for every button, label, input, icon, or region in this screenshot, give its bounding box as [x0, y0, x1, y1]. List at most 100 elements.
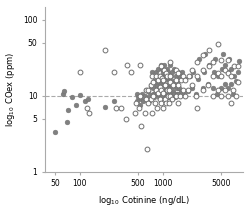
w/ COPD — [171, 80, 175, 83]
w/o COPD — [226, 71, 230, 75]
w/o COPD — [161, 79, 165, 82]
w/ COPD — [62, 89, 66, 93]
w/o COPD — [168, 60, 172, 64]
w/ COPD — [177, 87, 181, 90]
w/o COPD — [166, 94, 170, 97]
w/o COPD — [138, 63, 142, 67]
w/ COPD — [158, 80, 162, 83]
w/ COPD — [158, 74, 162, 77]
w/ COPD — [159, 82, 163, 85]
w/ COPD — [151, 92, 155, 96]
w/ COPD — [196, 77, 200, 81]
w/ COPD — [170, 96, 173, 99]
w/o COPD — [149, 83, 153, 86]
w/ COPD — [138, 103, 141, 107]
w/ COPD — [142, 99, 146, 103]
w/o COPD — [152, 81, 156, 84]
w/o COPD — [181, 88, 185, 92]
w/o COPD — [174, 79, 178, 82]
w/ COPD — [173, 96, 177, 99]
w/o COPD — [201, 53, 205, 56]
w/o COPD — [176, 71, 180, 75]
w/o COPD — [124, 117, 128, 120]
w/o COPD — [138, 94, 141, 97]
w/ COPD — [168, 77, 172, 81]
w/o COPD — [133, 111, 137, 114]
w/ COPD — [74, 103, 78, 107]
w/ COPD — [148, 93, 152, 97]
w/o COPD — [236, 64, 240, 67]
w/ COPD — [152, 80, 156, 83]
w/ COPD — [163, 74, 167, 77]
w/ COPD — [208, 63, 212, 67]
w/ COPD — [188, 74, 192, 77]
w/ COPD — [232, 92, 235, 96]
w/o COPD — [190, 83, 194, 86]
w/ COPD — [212, 70, 216, 74]
w/o COPD — [226, 94, 230, 97]
w/o COPD — [167, 88, 171, 92]
w/ COPD — [173, 84, 177, 88]
w/ COPD — [177, 77, 181, 81]
w/ COPD — [160, 74, 164, 77]
w/ COPD — [83, 99, 87, 103]
w/o COPD — [145, 147, 149, 150]
w/ COPD — [145, 97, 149, 101]
w/ COPD — [175, 87, 179, 90]
w/o COPD — [149, 97, 153, 101]
w/o COPD — [84, 106, 88, 109]
w/o COPD — [216, 88, 220, 92]
w/ COPD — [153, 91, 157, 94]
w/ COPD — [156, 96, 160, 99]
w/ COPD — [180, 70, 184, 74]
w/ COPD — [161, 89, 165, 93]
w/o COPD — [174, 94, 178, 97]
w/ COPD — [167, 87, 171, 90]
w/ COPD — [216, 74, 220, 77]
w/o COPD — [162, 68, 166, 72]
w/ COPD — [179, 89, 183, 93]
w/ COPD — [201, 87, 205, 90]
w/o COPD — [125, 63, 129, 67]
w/o COPD — [164, 101, 168, 105]
w/ COPD — [66, 108, 70, 112]
w/o COPD — [159, 101, 163, 105]
w/ COPD — [160, 96, 164, 99]
w/o COPD — [195, 106, 199, 109]
w/ COPD — [186, 89, 190, 93]
w/o COPD — [137, 106, 141, 109]
w/o COPD — [143, 111, 147, 114]
w/ COPD — [151, 87, 155, 90]
w/ COPD — [202, 70, 206, 74]
w/o COPD — [119, 106, 123, 109]
w/ COPD — [164, 87, 168, 90]
w/ COPD — [237, 60, 241, 63]
w/ COPD — [146, 89, 150, 93]
w/o COPD — [206, 83, 210, 86]
w/o COPD — [206, 64, 210, 67]
w/o COPD — [171, 83, 175, 86]
w/ COPD — [164, 77, 168, 81]
w/o COPD — [156, 79, 160, 82]
w/o COPD — [167, 81, 171, 84]
w/ COPD — [155, 92, 159, 96]
w/o COPD — [212, 60, 216, 64]
w/o COPD — [229, 75, 233, 78]
w/ COPD — [160, 67, 164, 71]
w/o COPD — [103, 48, 107, 52]
w/o COPD — [160, 88, 164, 92]
w/o COPD — [229, 101, 233, 105]
w/ COPD — [166, 82, 170, 85]
w/o COPD — [134, 101, 138, 105]
w/ COPD — [162, 92, 166, 96]
w/o COPD — [159, 64, 163, 67]
w/ COPD — [183, 77, 187, 81]
w/o COPD — [88, 111, 92, 114]
w/o COPD — [174, 68, 178, 72]
w/ COPD — [227, 57, 231, 61]
w/o COPD — [112, 70, 116, 74]
w/ COPD — [232, 74, 236, 77]
w/ COPD — [166, 92, 170, 96]
w/o COPD — [223, 68, 227, 72]
w/ COPD — [161, 80, 165, 83]
